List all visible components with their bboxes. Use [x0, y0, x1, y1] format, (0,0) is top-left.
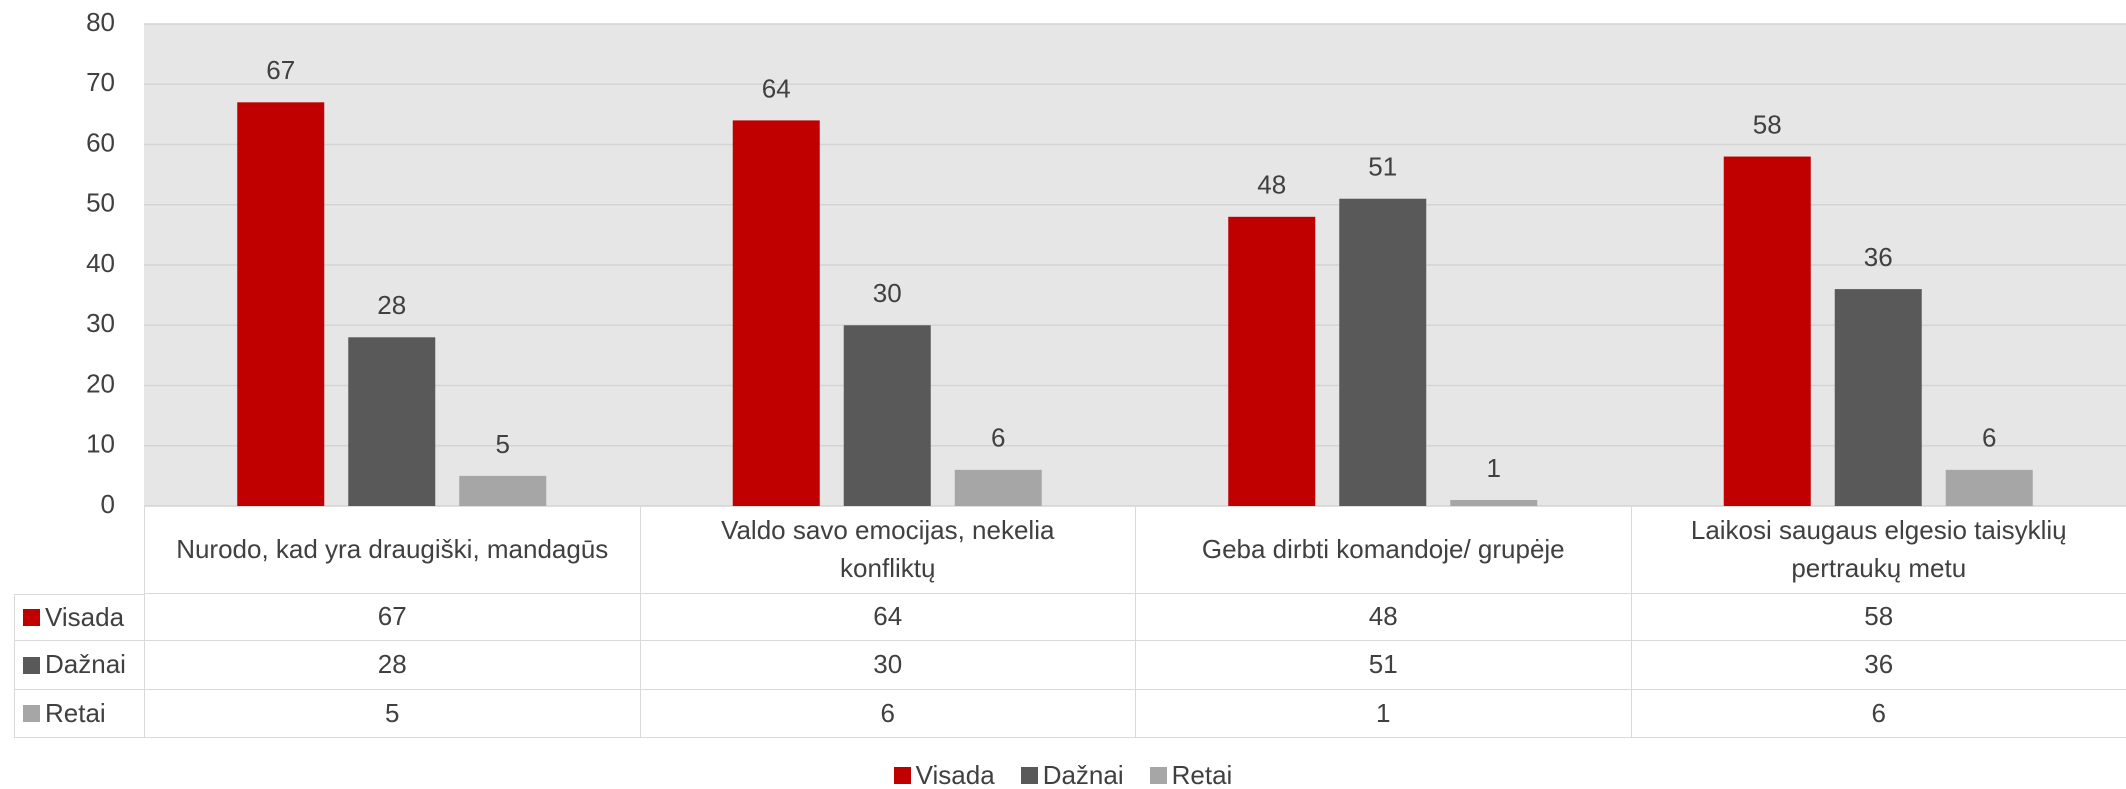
table-cell: 6	[1630, 690, 2126, 738]
y-tick-label: 70	[86, 67, 115, 97]
legend-label: Dažnai	[1042, 760, 1124, 789]
legend-label: Retai	[1171, 760, 1233, 789]
bar	[1339, 198, 1427, 506]
legend-swatch	[1020, 767, 1038, 784]
y-tick-label: 40	[86, 248, 115, 278]
legend-item: Visada	[893, 760, 995, 789]
legend: Visada Dažnai Retai	[0, 760, 2126, 789]
table-cell: 1	[1135, 690, 1631, 738]
bar	[1834, 289, 1922, 506]
row-header-text: Dažnai	[45, 649, 126, 680]
row-header-text: Retai	[45, 697, 106, 728]
category-label: Laikosi saugaus elgesio taisyklių pertra…	[1630, 506, 2126, 594]
bar	[843, 325, 931, 506]
table-cell: 28	[144, 641, 640, 690]
data-label: 64	[762, 73, 791, 103]
table-cell: 58	[1630, 594, 2126, 641]
data-label: 6	[1982, 423, 1996, 453]
y-tick-label: 0	[101, 489, 115, 519]
legend-swatch	[23, 705, 40, 722]
legend-swatch	[893, 767, 911, 784]
data-label: 36	[1864, 242, 1893, 272]
y-tick-label: 80	[86, 7, 115, 37]
table-cell: 51	[1135, 641, 1631, 690]
category-label: Valdo savo emocijas, nekelia konfliktų	[639, 506, 1135, 594]
data-label: 30	[873, 278, 902, 308]
table-cell: 5	[144, 690, 640, 738]
bar	[1945, 469, 2033, 506]
y-tick-label: 10	[86, 429, 115, 459]
category-label: Nurodo, kad yra draugiški, mandagūs	[144, 506, 640, 594]
bar	[1228, 216, 1316, 507]
bar	[1723, 156, 1811, 507]
row-header: Dažnai	[14, 641, 144, 690]
data-label: 1	[1487, 453, 1501, 483]
bar	[459, 475, 547, 506]
legend-swatch	[23, 656, 40, 674]
table-cell: 30	[639, 641, 1135, 690]
row-header-text: Visada	[45, 601, 125, 632]
bar	[348, 337, 436, 506]
data-label: 6	[991, 423, 1005, 453]
table-cell: 36	[1630, 641, 2126, 690]
table-cell: 64	[639, 594, 1135, 641]
bar	[954, 469, 1042, 506]
row-header: Visada	[14, 594, 144, 641]
data-label: 51	[1368, 152, 1397, 182]
legend-swatch	[23, 609, 40, 626]
bar	[237, 102, 325, 506]
y-tick-label: 30	[86, 308, 115, 338]
y-tick-label: 60	[86, 127, 115, 157]
data-label: 58	[1753, 109, 1782, 139]
table-cell: 6	[639, 690, 1135, 738]
legend-label: Visada	[915, 760, 995, 789]
y-tick-label: 20	[86, 368, 115, 398]
category-label: Geba dirbti komandoje/ grupėje	[1135, 506, 1631, 594]
data-label: 28	[377, 290, 406, 320]
data-label: 48	[1257, 170, 1286, 200]
data-label: 5	[496, 429, 510, 459]
y-tick-label: 50	[86, 188, 115, 218]
bar	[1450, 499, 1538, 506]
legend-item: Retai	[1149, 760, 1233, 789]
table-cell: 48	[1135, 594, 1631, 641]
legend-item: Dažnai	[1020, 760, 1124, 789]
row-header: Retai	[14, 690, 144, 738]
table-cell: 67	[144, 594, 640, 641]
data-label: 67	[266, 55, 295, 85]
legend-swatch	[1149, 767, 1167, 784]
bar	[732, 120, 820, 507]
